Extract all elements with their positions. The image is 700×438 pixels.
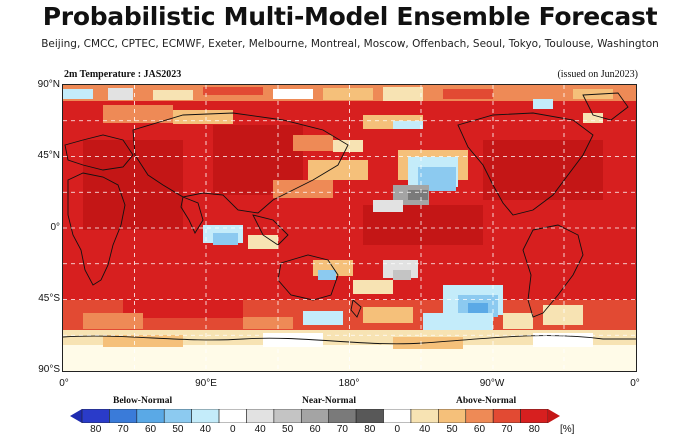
colorbar-cell bbox=[136, 409, 165, 423]
lon-tick-0: 0° bbox=[59, 378, 69, 389]
page-title: Probabilistic Multi-Model Ensemble Forec… bbox=[42, 2, 658, 31]
colorbar-tick-label: 50 bbox=[446, 424, 458, 435]
colorbar-tick-label: 60 bbox=[144, 424, 157, 435]
forecast-map-svg bbox=[63, 85, 636, 371]
colorbar-cell bbox=[81, 409, 110, 423]
lon-tick-90e: 90°E bbox=[195, 378, 217, 389]
colorbar-tick-label: 40 bbox=[199, 424, 211, 435]
colorbar-tick-label: 40 bbox=[419, 424, 431, 435]
lon-tick-90w: 90°W bbox=[479, 378, 505, 389]
colorbar-tick-label: 70 bbox=[117, 424, 129, 435]
australia-outline bbox=[277, 254, 339, 301]
colorbar-cells bbox=[81, 409, 549, 423]
colorbar bbox=[70, 409, 560, 423]
colorbar-unit: [%] bbox=[560, 424, 575, 435]
colorbar-cell bbox=[300, 409, 330, 423]
greenland-outline bbox=[582, 92, 629, 121]
south-america-outline bbox=[522, 224, 584, 318]
colorbar-cell bbox=[383, 409, 412, 423]
lat-tick-45n: 45°N bbox=[37, 150, 60, 161]
legend-near-normal: Near-Normal bbox=[302, 396, 356, 406]
colorbar-tick-label: 80 bbox=[90, 424, 102, 435]
colorbar-cell bbox=[520, 409, 549, 423]
colorbar-tick-label: 80 bbox=[528, 424, 540, 435]
colorbar-cell bbox=[492, 409, 521, 423]
lat-tick-90s: 90°S bbox=[38, 364, 60, 375]
india-outline bbox=[180, 196, 204, 234]
southeast-asia-outline bbox=[252, 214, 289, 246]
colorbar-tick-label: 40 bbox=[254, 424, 266, 435]
colorbar-cell bbox=[163, 409, 192, 423]
colorbar-tick-label: 60 bbox=[473, 424, 486, 435]
colorbar-right-arrow bbox=[548, 409, 560, 423]
antarctica-outline bbox=[63, 335, 636, 345]
colorbar-cell bbox=[273, 409, 302, 423]
legend-above-normal: Above-Normal bbox=[456, 396, 517, 406]
issued-label: (issued on Jun2023) bbox=[557, 69, 638, 80]
colorbar-tick-label: 0 bbox=[394, 424, 401, 435]
colorbar-cell bbox=[191, 409, 220, 423]
colorbar-tick-label: 70 bbox=[336, 424, 348, 435]
darkest-red-patches bbox=[83, 125, 603, 245]
colorbar-cell bbox=[246, 409, 275, 423]
africa-outline bbox=[67, 172, 126, 286]
north-pacific-anomaly bbox=[373, 150, 468, 212]
variable-label: 2m Temperature : JAS2023 bbox=[64, 69, 182, 80]
lat-tick-45s: 45°S bbox=[38, 293, 60, 304]
lat-tick-equator: 0° bbox=[50, 222, 60, 233]
page-subtitle: Beijing, CMCC, CPTEC, ECMWF, Exeter, Mel… bbox=[41, 38, 659, 50]
colorbar-tick-label: 70 bbox=[501, 424, 513, 435]
legend-below-normal: Below-Normal bbox=[113, 396, 173, 406]
colorbar-cell bbox=[438, 409, 467, 423]
lon-tick-180: 180° bbox=[338, 378, 360, 389]
new-zealand-outline bbox=[350, 299, 362, 318]
asia-outline bbox=[132, 112, 349, 214]
colorbar-left-arrow bbox=[70, 409, 82, 423]
colorbar-tick-label: 80 bbox=[364, 424, 376, 435]
coastlines bbox=[63, 92, 636, 345]
colorbar-tick-label: 60 bbox=[309, 424, 321, 435]
colorbar-cell bbox=[328, 409, 357, 423]
forecast-map bbox=[62, 84, 637, 372]
colorbar-tick-label: 50 bbox=[282, 424, 294, 435]
colorbar-tick-label: 0 bbox=[229, 424, 236, 435]
lon-tick-0-right: 0° bbox=[630, 378, 640, 389]
north-america-outline bbox=[457, 112, 594, 216]
lat-tick-90n: 90°N bbox=[37, 79, 60, 90]
colorbar-cell bbox=[410, 409, 439, 423]
colorbar-cell bbox=[109, 409, 138, 423]
europe-outline bbox=[64, 134, 134, 171]
colorbar-tick-label: 50 bbox=[172, 424, 184, 435]
colorbar-cell bbox=[465, 409, 494, 423]
colorbar-cell bbox=[355, 409, 384, 423]
colorbar-cell bbox=[218, 409, 247, 423]
